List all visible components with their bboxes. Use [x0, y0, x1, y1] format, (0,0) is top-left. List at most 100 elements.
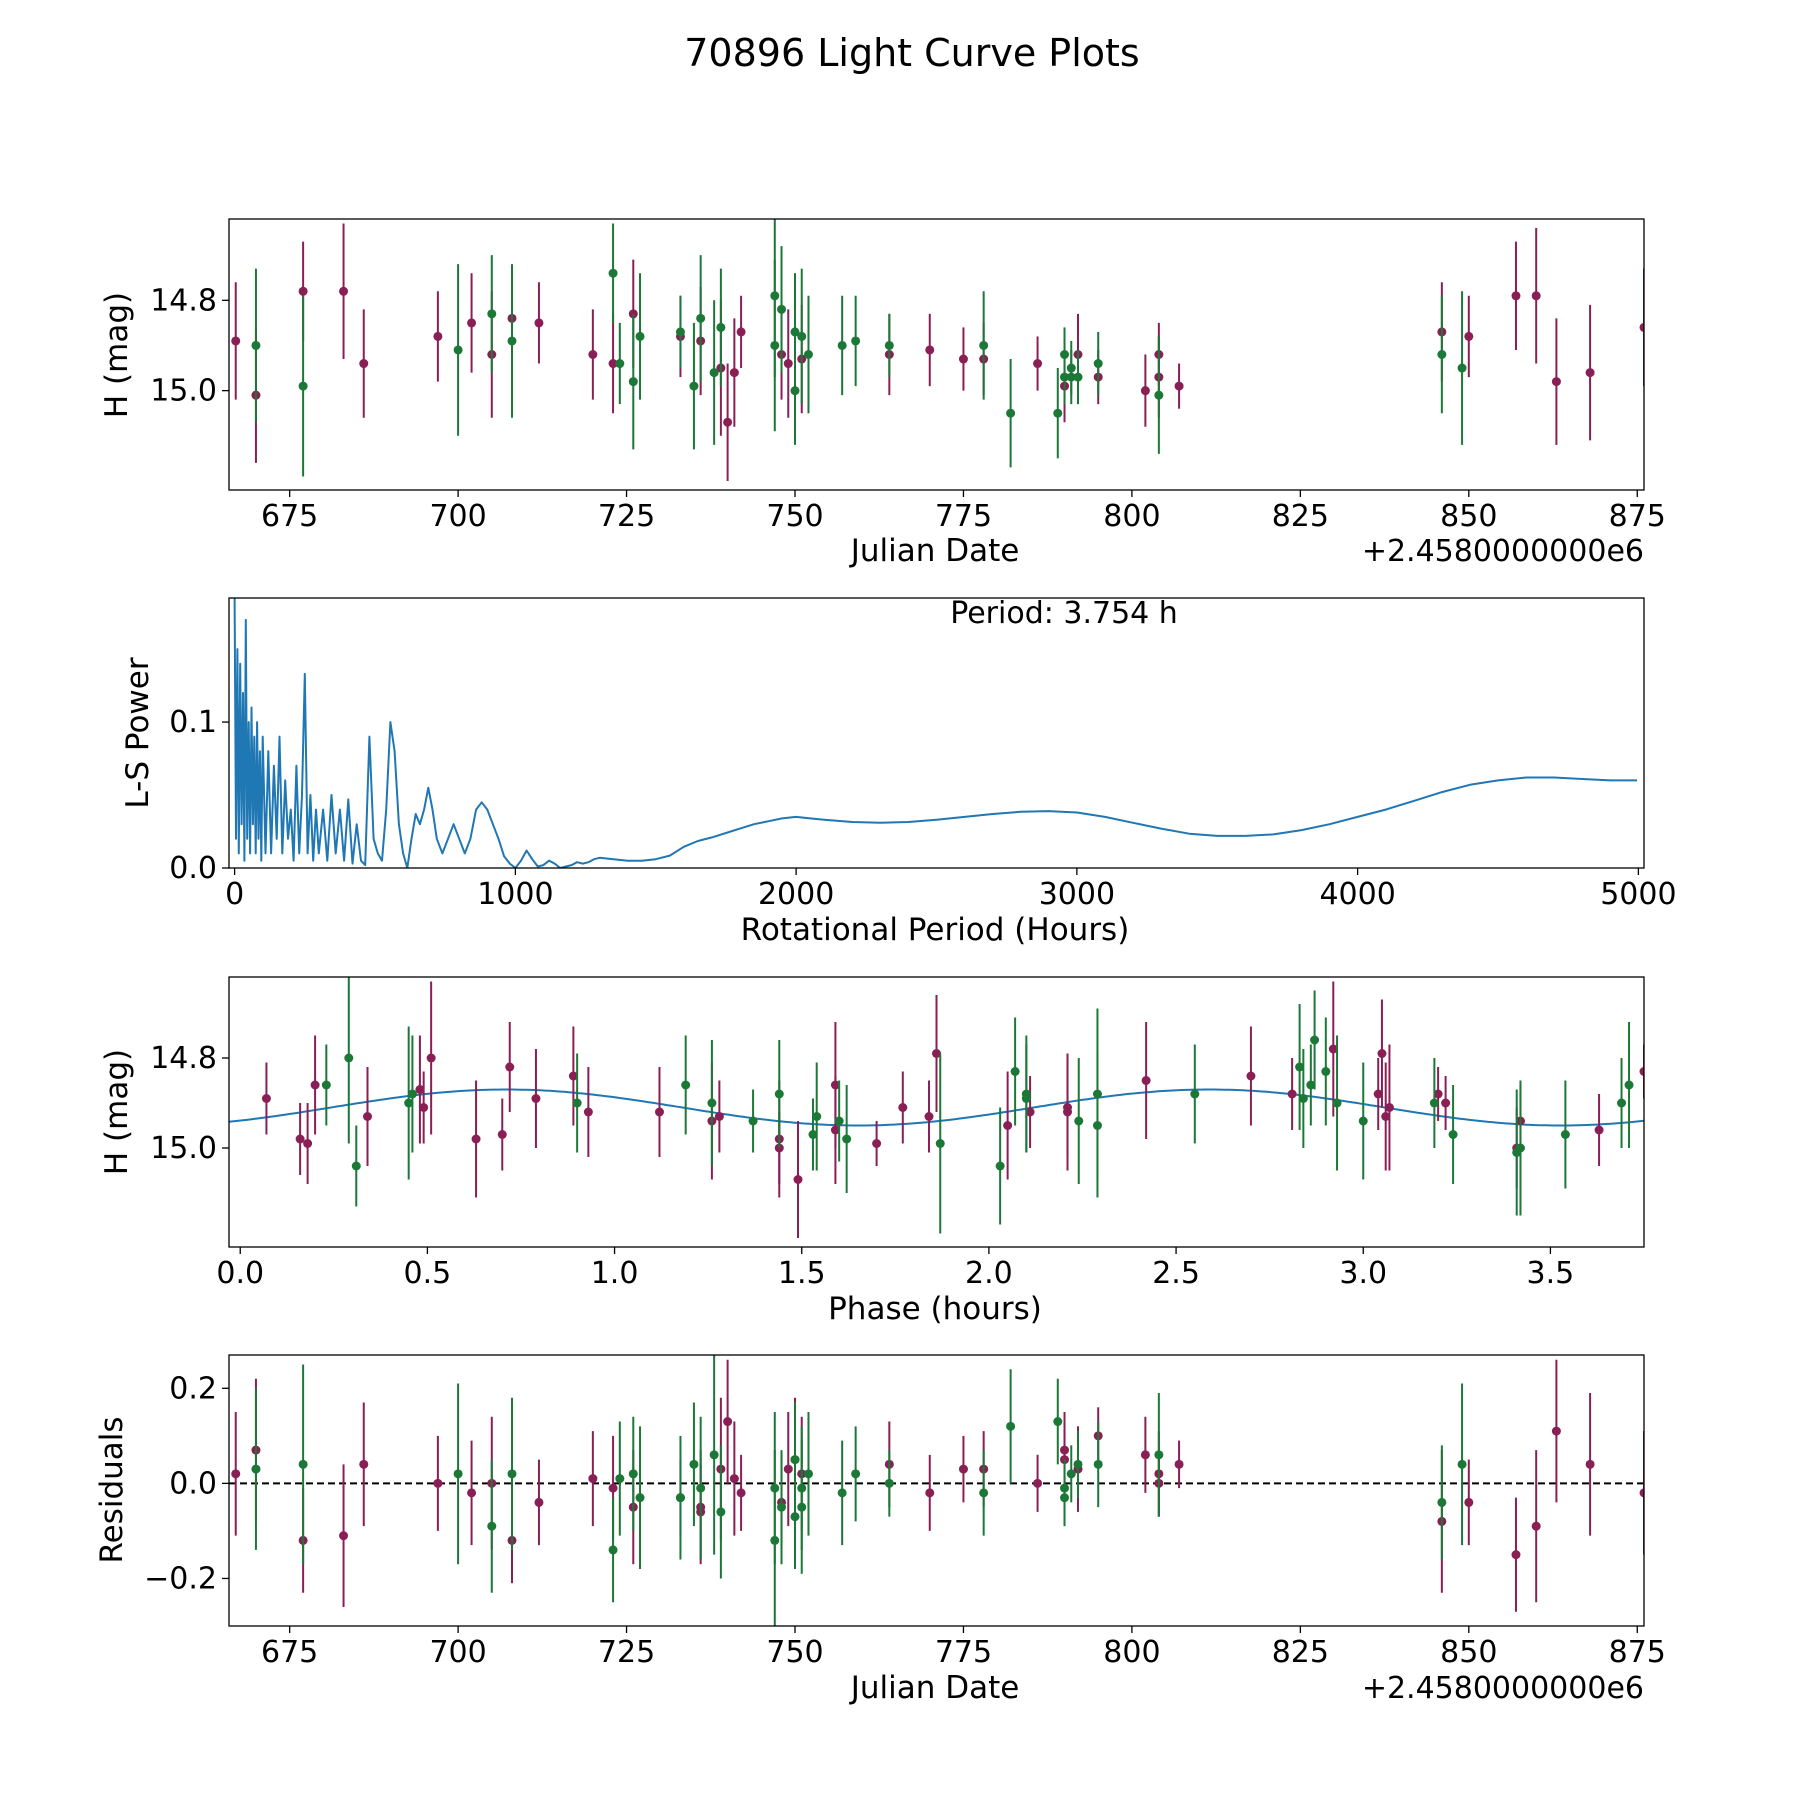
data-point-green: [777, 1502, 787, 1512]
x-tick-label: 825: [1272, 1635, 1329, 1670]
x-tick-label: 4000: [1319, 877, 1395, 912]
lightcurve-axes-frame: [228, 218, 1645, 491]
data-point-green: [1073, 1459, 1083, 1469]
data-point-maroon: [723, 417, 733, 427]
data-point-green: [608, 268, 618, 278]
x-tick-label: 1.0: [591, 1256, 639, 1291]
x-tick-label: 3.5: [1527, 1256, 1575, 1291]
data-point-green: [1448, 1130, 1458, 1139]
data-point-maroon: [1585, 368, 1595, 378]
data-point-maroon: [505, 1062, 515, 1072]
data-point-maroon: [729, 368, 739, 378]
data-point-green: [298, 381, 308, 391]
data-point-green: [935, 1139, 945, 1148]
data-point-green: [608, 1545, 618, 1555]
data-point-maroon: [1140, 386, 1150, 396]
data-point-green: [790, 386, 800, 396]
data-point-green: [884, 1478, 894, 1488]
data-point-maroon: [932, 1049, 941, 1058]
data-point-green: [1093, 359, 1103, 369]
data-point-maroon: [608, 1483, 618, 1493]
data-point-green: [803, 1469, 813, 1479]
lightcurve-panel: 675 700 725 750 775 800 825 850 875 15.0 14.8 Juli…: [99, 218, 1666, 569]
data-point-green: [851, 336, 861, 346]
data-point-maroon: [359, 359, 369, 369]
data-point-green: [628, 1469, 638, 1479]
data-point-maroon: [1531, 1521, 1541, 1531]
data-point-green: [1006, 408, 1016, 418]
data-point-maroon: [1328, 1044, 1338, 1054]
y-tick-label: 14.8: [150, 1041, 217, 1076]
data-point-maroon: [1639, 1067, 1644, 1076]
data-point-maroon: [261, 1094, 271, 1103]
data-point-green: [615, 1474, 625, 1484]
data-point-green: [1053, 1417, 1063, 1427]
data-point-green: [487, 309, 497, 319]
data-point-maroon: [924, 1112, 934, 1121]
data-point-maroon: [1511, 1550, 1521, 1560]
y-tick-label: 0.2: [169, 1371, 217, 1406]
data-point-green: [842, 1134, 852, 1144]
data-point-green: [716, 1507, 726, 1517]
x-tick-label: 775: [935, 1635, 992, 1670]
data-point-green: [321, 1080, 331, 1090]
data-point-green: [790, 327, 800, 337]
data-point-green: [808, 1130, 818, 1139]
data-point-green: [453, 1469, 463, 1479]
data-point-maroon: [303, 1139, 313, 1148]
data-point-maroon: [1287, 1089, 1297, 1099]
data-point-green: [635, 1493, 645, 1503]
data-point-maroon: [898, 1103, 908, 1112]
x-tick-label: 0.5: [404, 1256, 452, 1291]
data-point-maroon: [608, 359, 618, 369]
data-point-maroon: [1594, 1125, 1604, 1135]
data-point-maroon: [1003, 1121, 1013, 1130]
data-point-maroon: [1033, 359, 1043, 369]
data-point-green: [770, 291, 780, 301]
x-tick-label: 725: [598, 1635, 655, 1670]
data-point-maroon: [588, 350, 598, 359]
phased-panel: 0.0 0.5 1.0 1.5 2.0 2.5 3.0 3.5 15.0 14.8 Phase (…: [99, 976, 1645, 1327]
phased-xlabel: Phase (hours): [828, 1291, 1042, 1327]
data-point-green: [1060, 1493, 1070, 1503]
data-point-maroon: [583, 1107, 593, 1117]
data-point-green: [1515, 1143, 1525, 1153]
data-point-green: [1154, 390, 1164, 400]
x-tick-label: 775: [935, 499, 992, 534]
data-point-maroon: [339, 286, 349, 296]
data-point-green: [1358, 1116, 1368, 1126]
data-point-maroon: [1639, 1488, 1644, 1498]
data-point-maroon: [1381, 1112, 1391, 1121]
data-point-green: [1332, 1098, 1342, 1108]
data-point-green: [851, 1469, 861, 1479]
data-point-maroon: [783, 359, 793, 369]
data-point-green: [1190, 1089, 1200, 1099]
data-point-maroon: [231, 336, 241, 346]
data-point-green: [774, 1089, 784, 1099]
data-point-maroon: [925, 1488, 935, 1498]
periodogram-ylabel: L-S Power: [120, 657, 156, 808]
data-point-green: [1073, 372, 1083, 382]
data-point-maroon: [534, 1497, 544, 1507]
data-point-green: [748, 1116, 758, 1126]
data-point-maroon: [363, 1112, 373, 1121]
x-tick-label: 675: [261, 1635, 318, 1670]
data-point-green: [1429, 1098, 1439, 1108]
periodogram-data-layer: [233, 598, 1637, 868]
period-annotation: Period: 3.754 h: [950, 596, 1178, 631]
data-point-maroon: [1441, 1098, 1451, 1108]
data-point-maroon: [310, 1080, 320, 1090]
data-point-green: [1560, 1130, 1570, 1139]
x-tick-label: 1.5: [778, 1256, 826, 1291]
data-point-green: [1053, 408, 1063, 418]
data-point-maroon: [723, 1417, 733, 1427]
data-point-green: [709, 368, 719, 378]
periodogram-xlabel: Rotational Period (Hours): [741, 912, 1130, 948]
periodogram-axes-frame: [228, 597, 1645, 869]
data-point-green: [1060, 350, 1070, 359]
data-point-green: [1624, 1080, 1634, 1090]
data-point-maroon: [231, 1469, 241, 1479]
data-point-maroon: [1373, 1089, 1383, 1099]
data-point-maroon: [793, 1175, 803, 1184]
data-point-green: [635, 331, 645, 341]
